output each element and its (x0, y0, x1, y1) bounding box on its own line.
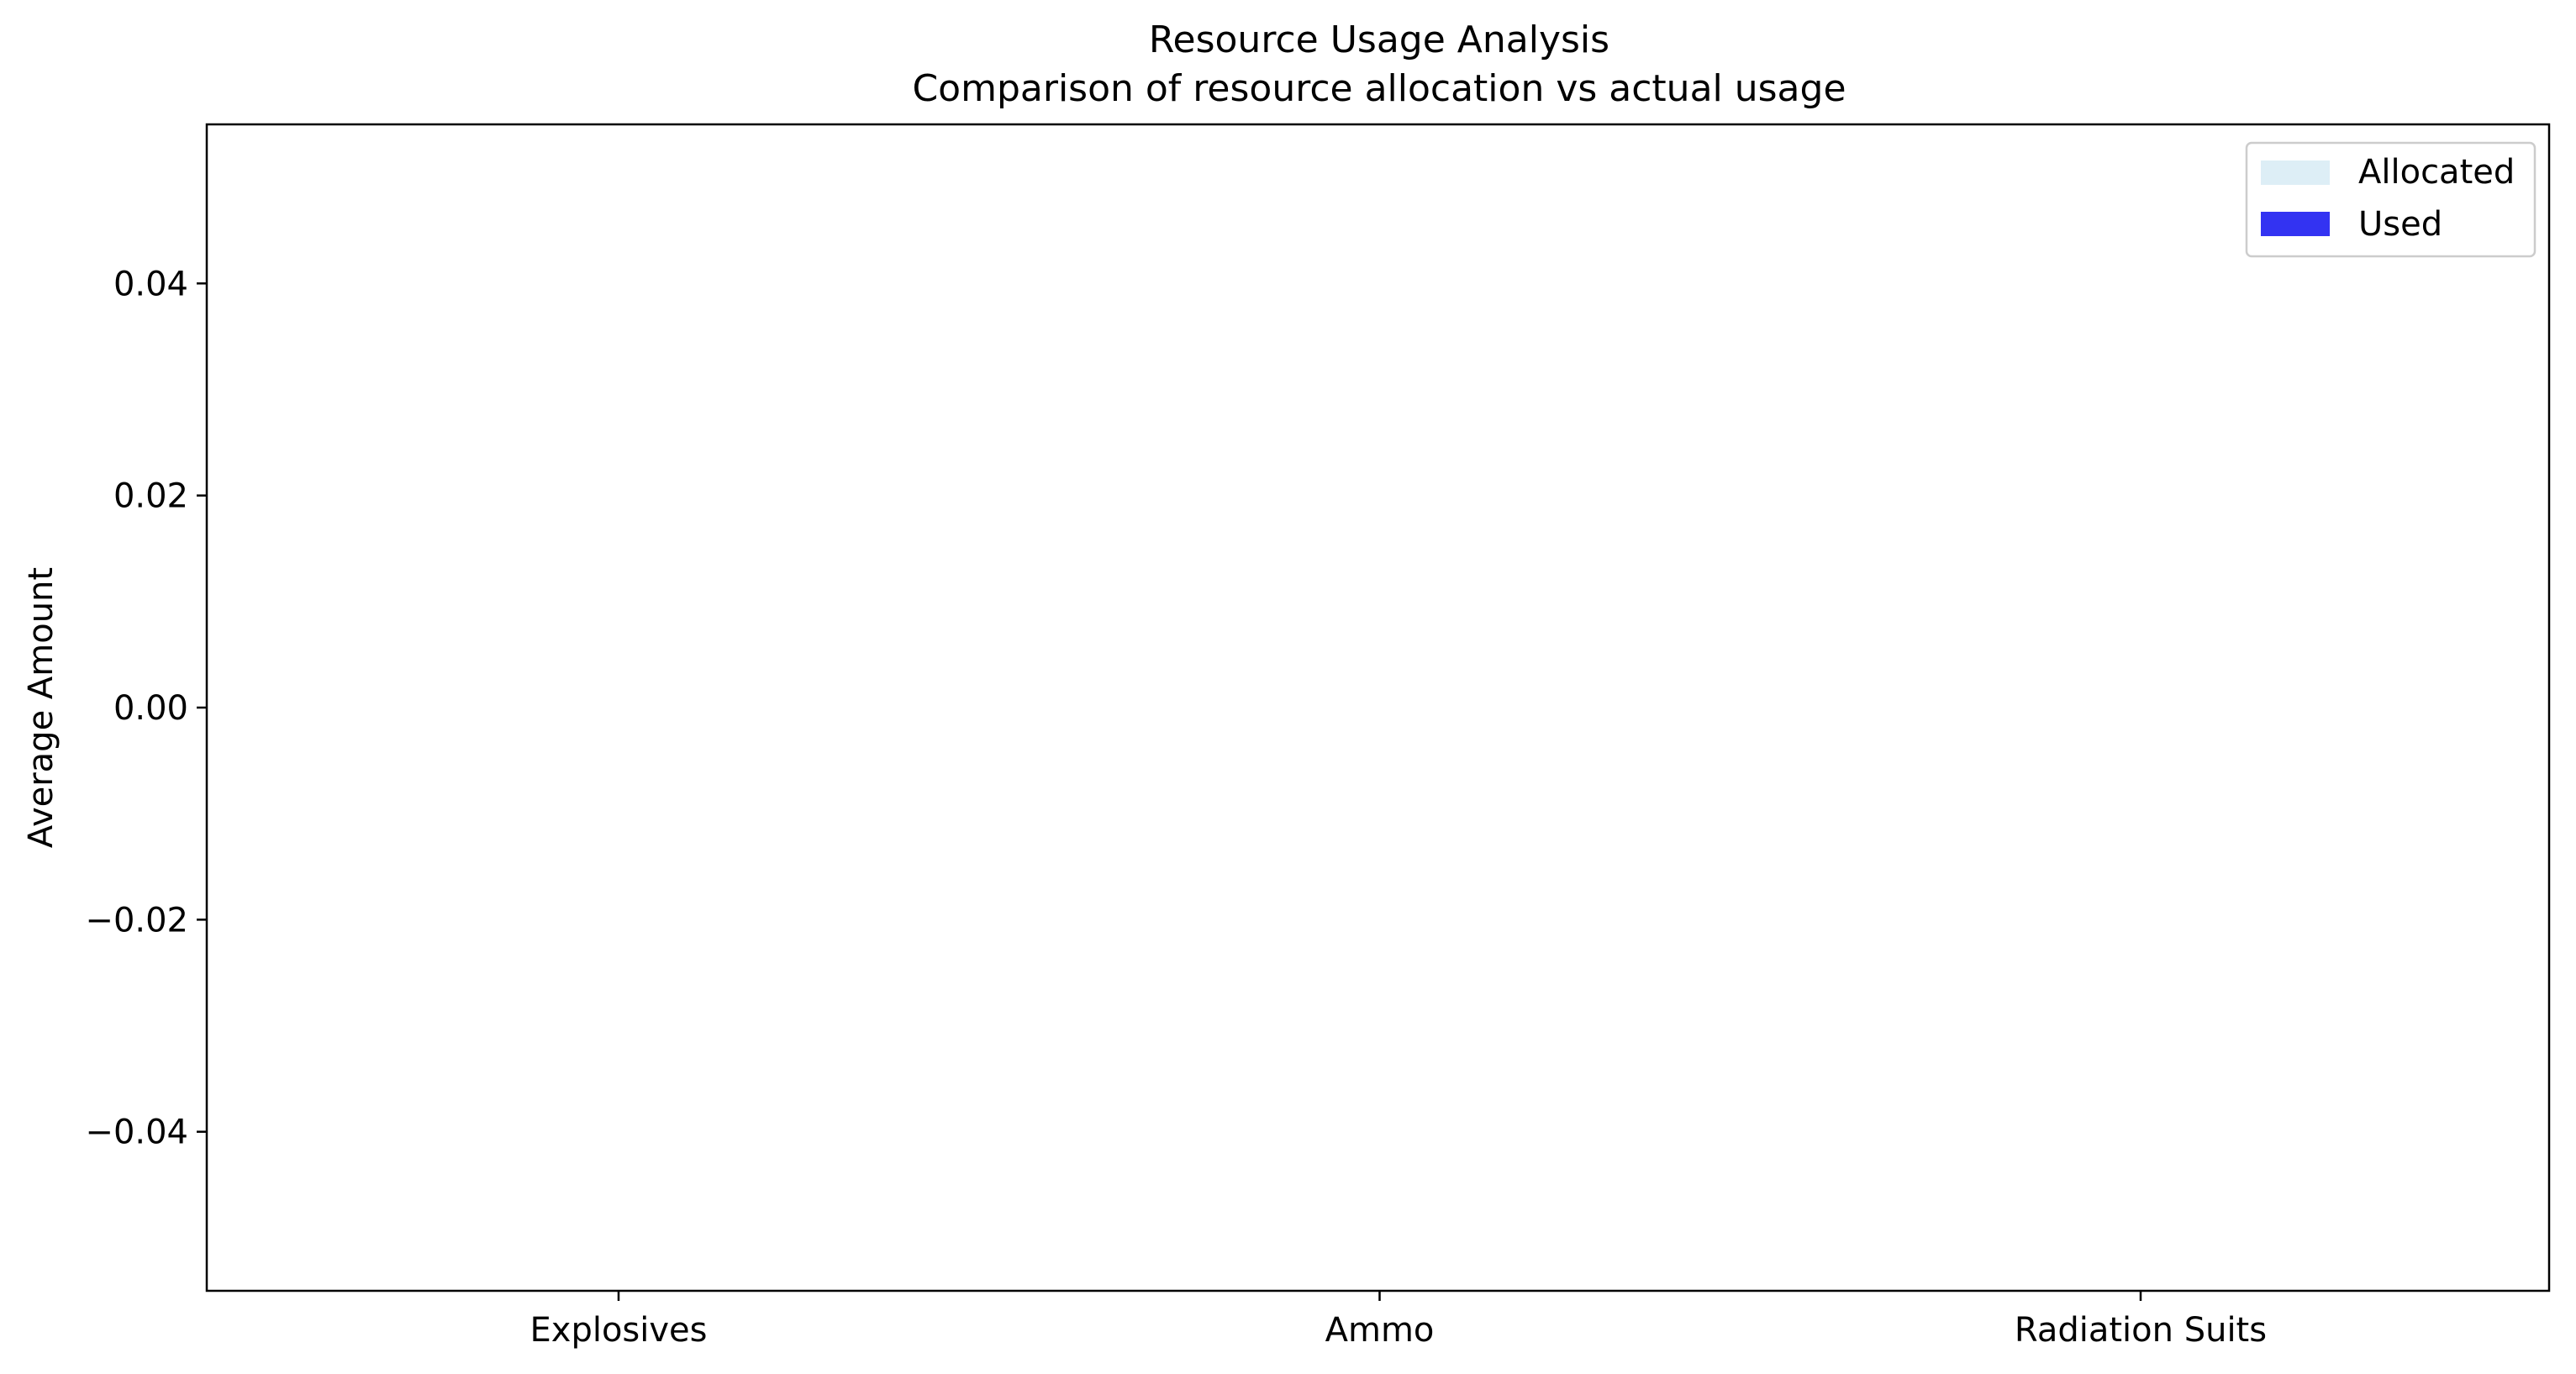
y-axis: −0.04 −0.02 0.00 0.02 0.04 (85, 265, 207, 1152)
chart-subtitle: Comparison of resource allocation vs act… (912, 67, 1846, 110)
y-tick-label: 0.04 (113, 265, 188, 303)
y-tick-label: 0.02 (113, 477, 188, 516)
y-axis-label: Average Amount (22, 567, 61, 848)
legend-swatch-used (2261, 212, 2330, 236)
x-axis: Explosives Ammo Radiation Suits (530, 1291, 2267, 1350)
legend-swatch-allocated (2261, 161, 2330, 185)
x-tick-label: Radiation Suits (2015, 1311, 2267, 1350)
y-tick-label: 0.00 (113, 689, 188, 728)
x-tick-label: Explosives (530, 1311, 708, 1350)
y-tick-label: −0.02 (85, 901, 188, 940)
x-tick-label: Ammo (1325, 1311, 1435, 1350)
y-tick-label: −0.04 (85, 1113, 188, 1152)
legend-label-allocated: Allocated (2358, 153, 2515, 192)
chart-title: Resource Usage Analysis (1149, 18, 1609, 61)
legend-label-used: Used (2358, 205, 2442, 244)
legend: Allocated Used (2245, 141, 2536, 258)
